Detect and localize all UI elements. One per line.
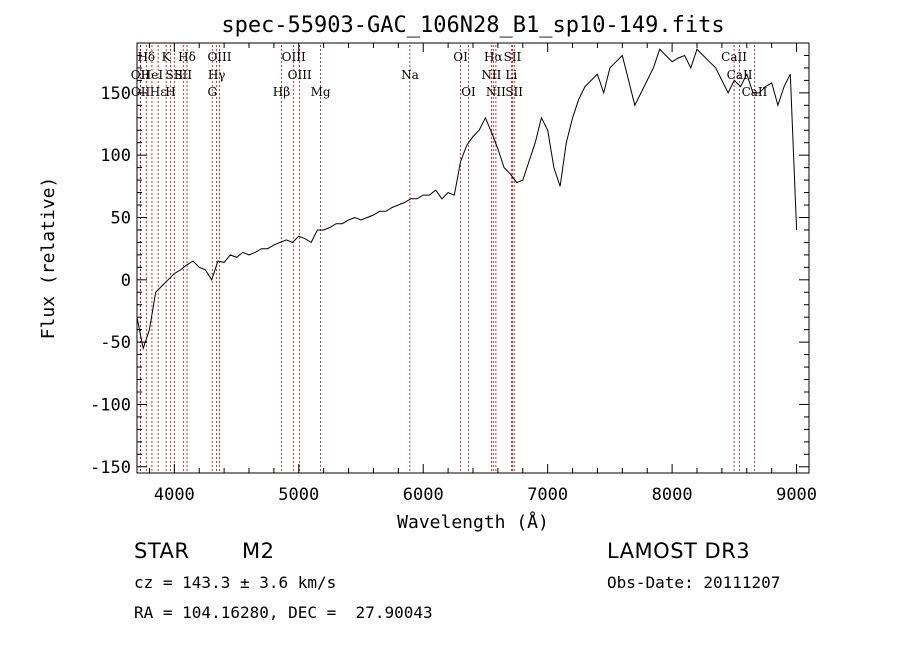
spectral-line-label: HeI [141, 68, 164, 82]
survey-label: LAMOST DR3 [607, 539, 751, 563]
obs-date-label: Obs-Date: 20111207 [607, 573, 781, 592]
y-tick-label: -100 [90, 395, 131, 415]
object-subclass: M2 [242, 539, 275, 563]
spectral-line-label: OIII [282, 50, 306, 64]
spectral-line-label: CaII [727, 68, 753, 82]
x-tick-label: 6000 [403, 485, 444, 505]
spectral-line-label: OII [131, 85, 151, 99]
chart-title: spec-55903-GAC_106N28_B1_sp10-149.fits [221, 13, 724, 38]
spectral-line-label: Hε [150, 85, 167, 99]
spectral-line-label: H [165, 85, 175, 99]
y-tick-label: 150 [100, 84, 131, 104]
spectrum-line [136, 48, 798, 351]
x-tick-label: 4000 [154, 485, 195, 505]
spectral-line-label: SII [174, 68, 192, 82]
y-tick-label: 0 [121, 271, 131, 291]
spectral-line-label: SII [505, 85, 523, 99]
spectral-line-label: Hδ [178, 50, 196, 64]
y-tick-label: 50 [111, 208, 131, 228]
spectral-line-label: OIII [288, 68, 312, 82]
spectral-line-label: K [162, 50, 172, 64]
spectral-line-label: Mg [311, 85, 331, 99]
spectral-line-label: CaII [721, 50, 747, 64]
spectral-line-label: SII [504, 50, 522, 64]
redshift-label: cz = 143.3 ± 3.6 km/s [134, 573, 337, 592]
x-axis-label: Wavelength (Å) [397, 511, 549, 533]
spectral-line-label: OIII [207, 50, 231, 64]
spectral-line-label: Hγ [208, 68, 226, 82]
y-tick-label: 100 [100, 146, 131, 166]
spectral-line-label: CaII [742, 85, 768, 99]
spectral-line-label: Hβ [273, 85, 290, 99]
y-tick-label: -150 [90, 458, 131, 478]
spectral-line-label: OI [461, 85, 476, 99]
spectral-line-label: G [207, 85, 217, 99]
spectral-line-label: Li [505, 68, 517, 82]
x-tick-label: 9000 [776, 485, 817, 505]
spectral-line-label: Hα [484, 50, 503, 64]
spectral-line-label: SII [165, 68, 183, 82]
object-class: STAR [134, 539, 190, 563]
x-tick-label: 8000 [652, 485, 693, 505]
x-tick-label: 7000 [527, 485, 568, 505]
spectral-line-label: Hδ [137, 50, 155, 64]
y-tick-label: -50 [100, 333, 131, 353]
y-axis-label: Flux (relative) [38, 177, 59, 340]
plot-frame [136, 42, 810, 474]
x-tick-label: 5000 [278, 485, 319, 505]
coords-label: RA = 104.16280, DEC = 27.90043 [134, 603, 433, 622]
spectral-line-label: NII [481, 68, 501, 82]
spectral-line-label: NII [486, 85, 506, 99]
spectral-line-label: OI [453, 50, 468, 64]
spectral-line-label: Na [401, 68, 419, 82]
